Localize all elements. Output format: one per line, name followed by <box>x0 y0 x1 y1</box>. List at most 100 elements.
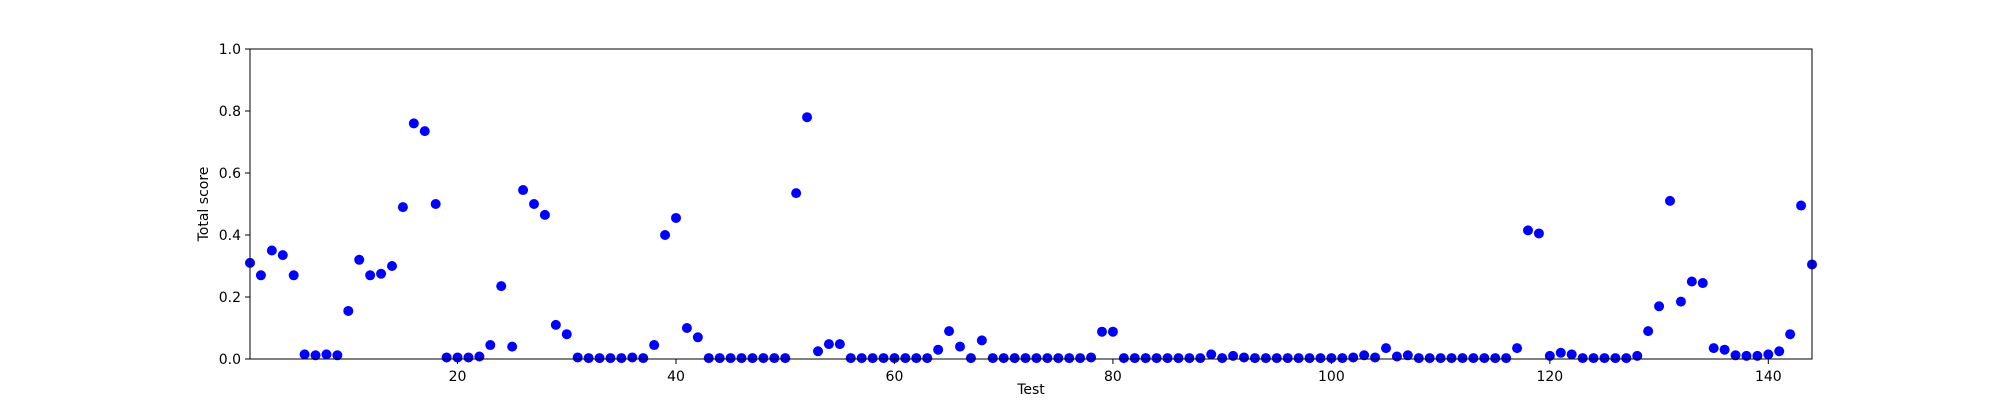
data-point <box>343 305 354 316</box>
data-point <box>1752 350 1763 361</box>
x-axis: 20 40 60 80 100 120 140 <box>449 359 1782 385</box>
data-point <box>1370 352 1381 363</box>
y-tick-label: 1.0 <box>219 42 241 58</box>
data-point <box>1533 228 1544 239</box>
data-point <box>1686 276 1697 287</box>
data-point <box>452 352 463 363</box>
data-point <box>976 335 987 346</box>
data-point <box>1588 353 1599 364</box>
data-point <box>441 352 452 363</box>
data-point <box>277 250 288 261</box>
data-point <box>692 332 703 343</box>
data-point <box>1271 353 1282 364</box>
data-point <box>791 188 802 199</box>
data-point <box>1293 353 1304 364</box>
data-point <box>1512 343 1523 354</box>
data-point <box>1381 343 1391 354</box>
data-point <box>1446 353 1457 364</box>
x-tick-label: 140 <box>1755 369 1782 385</box>
data-points <box>245 112 1817 364</box>
data-point <box>1708 343 1719 354</box>
y-tick-label: 0.2 <box>219 290 241 306</box>
data-point <box>1107 326 1118 337</box>
data-point <box>1260 353 1271 364</box>
data-point <box>430 199 441 209</box>
data-point <box>1566 349 1577 360</box>
data-point <box>856 353 867 364</box>
data-point <box>1009 353 1020 364</box>
data-point <box>1075 353 1086 364</box>
data-point <box>955 341 965 352</box>
data-point <box>616 353 627 364</box>
data-point <box>561 329 572 340</box>
x-tick-label: 40 <box>667 369 685 385</box>
data-point <box>1632 350 1643 361</box>
data-point <box>638 353 649 364</box>
x-tick-label: 100 <box>1318 369 1345 385</box>
data-point <box>1064 353 1075 364</box>
x-tick-label: 120 <box>1536 369 1563 385</box>
data-point <box>1348 352 1359 363</box>
data-point <box>572 352 583 363</box>
x-tick-label: 20 <box>449 369 467 385</box>
data-point <box>758 353 769 364</box>
y-tick-label: 0.6 <box>219 166 241 182</box>
data-point <box>627 352 638 363</box>
data-point <box>714 353 725 364</box>
data-point <box>1184 353 1195 364</box>
data-point <box>387 261 397 271</box>
y-tick-label: 0.0 <box>219 352 241 368</box>
data-point <box>365 270 376 281</box>
data-point <box>1239 352 1249 363</box>
data-point <box>1555 347 1566 358</box>
data-point <box>780 353 791 364</box>
data-point <box>725 353 736 364</box>
data-point <box>889 353 900 364</box>
data-point <box>1675 296 1686 307</box>
data-point <box>1337 353 1348 364</box>
data-point <box>834 339 845 350</box>
data-point <box>922 353 933 364</box>
data-point <box>354 254 365 265</box>
y-axis-label: Total score <box>196 167 212 243</box>
data-point <box>1457 353 1468 364</box>
data-point <box>1435 353 1446 364</box>
data-point <box>769 353 780 364</box>
data-point <box>1228 350 1239 361</box>
data-point <box>321 349 332 360</box>
data-point <box>998 353 1009 364</box>
y-tick-label: 0.4 <box>219 228 241 244</box>
data-point <box>1359 350 1370 361</box>
data-point <box>496 281 507 292</box>
data-point <box>933 344 944 355</box>
data-point <box>266 245 277 256</box>
data-point <box>1053 353 1064 364</box>
data-point <box>878 353 889 364</box>
data-point <box>376 268 387 279</box>
data-point <box>1610 353 1621 364</box>
data-point <box>1020 353 1031 364</box>
data-point <box>332 350 343 361</box>
data-point <box>660 230 671 240</box>
data-point <box>1544 350 1555 361</box>
data-point <box>485 340 496 351</box>
data-point <box>1249 353 1260 364</box>
data-point <box>1730 350 1741 361</box>
data-point <box>1140 353 1151 364</box>
data-point <box>1031 353 1042 364</box>
data-point <box>1326 353 1337 364</box>
data-point <box>1097 326 1107 337</box>
data-point <box>1599 353 1610 364</box>
data-point <box>1042 353 1053 364</box>
data-point <box>1697 278 1708 289</box>
data-point <box>1785 329 1796 340</box>
data-point <box>965 353 976 364</box>
data-point <box>845 353 856 364</box>
data-point <box>1315 353 1326 364</box>
x-tick-label: 80 <box>1104 369 1122 385</box>
data-point <box>550 319 561 330</box>
data-point <box>1304 353 1315 364</box>
data-point <box>1391 351 1402 362</box>
data-point <box>1162 353 1173 364</box>
